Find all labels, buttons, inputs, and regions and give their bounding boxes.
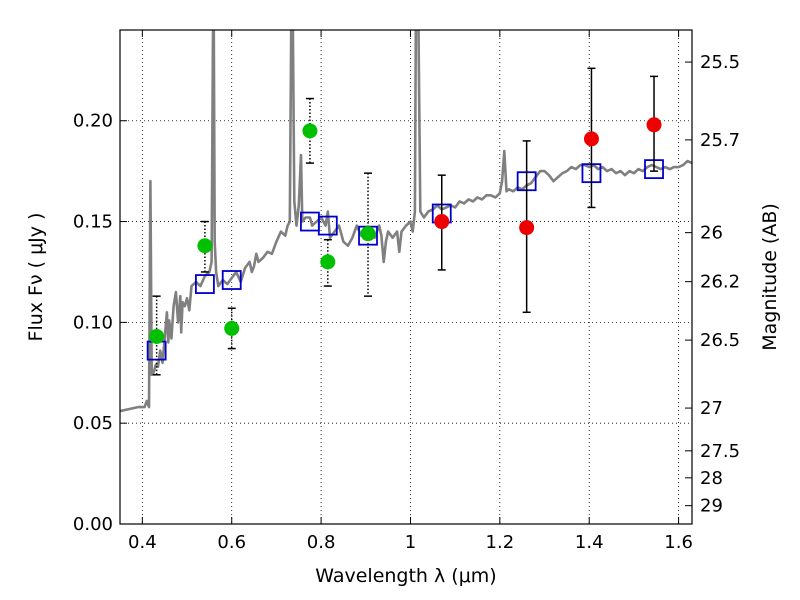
magnitude-tick-label: 26 [700,223,723,244]
observed-point [583,131,599,147]
magnitude-tick-label: 27 [700,398,723,419]
observed-point [360,226,376,242]
magnitude-axis-label: Magnitude (AB) [759,203,781,351]
magnitude-tick-label: 25.7 [700,130,740,151]
observed-point [224,320,240,336]
observed-point [320,254,336,270]
magnitude-tick-label: 25.5 [700,52,740,73]
y-tick-label: 0.00 [73,514,113,535]
x-tick-label: 1.4 [575,532,604,553]
model-photometry-marker [195,274,215,294]
observed-point [646,117,662,133]
observed-point [197,238,213,254]
x-tick-label: 1.2 [486,532,515,553]
spectrum-line [120,30,692,413]
ticks: 0.4 0.6 0.8 1 1.2 1.4 1.6 0.00 0.05 0.10 0.15 0.20 2… [73,30,740,553]
magnitude-tick-label: 27.5 [700,441,740,462]
magnitude-tick-label: 28 [700,468,723,489]
observed-point [434,214,450,230]
model-photometry-marker [317,215,338,236]
observed-points-layer [149,67,662,376]
observed-point [302,123,318,139]
x-tick-label: 1.6 [664,532,693,553]
y-tick-label: 0.20 [73,111,113,132]
magnitude-tick-label: 29 [700,496,723,517]
x-tick-label: 1 [405,532,416,553]
plot-frame [119,29,693,525]
y-tick-label: 0.05 [73,413,113,434]
model-photometry-marker [221,270,242,290]
spectrum-layer [120,30,692,413]
x-tick-label: 0.8 [307,532,336,553]
observed-point [149,328,165,344]
y-tick-label: 0.10 [73,312,113,333]
x-tick-label: 0.4 [128,532,157,553]
x-tick-label: 0.6 [217,532,246,553]
y-tick-label: 0.15 [73,212,113,233]
magnitude-tick-label: 26.5 [700,330,740,351]
magnitude-tick-label: 26.2 [700,272,740,293]
observed-point [519,220,535,236]
y-axis-label: Flux Fν ( μJy ) [25,213,47,342]
x-axis-label: Wavelength λ (μm) [315,565,496,587]
